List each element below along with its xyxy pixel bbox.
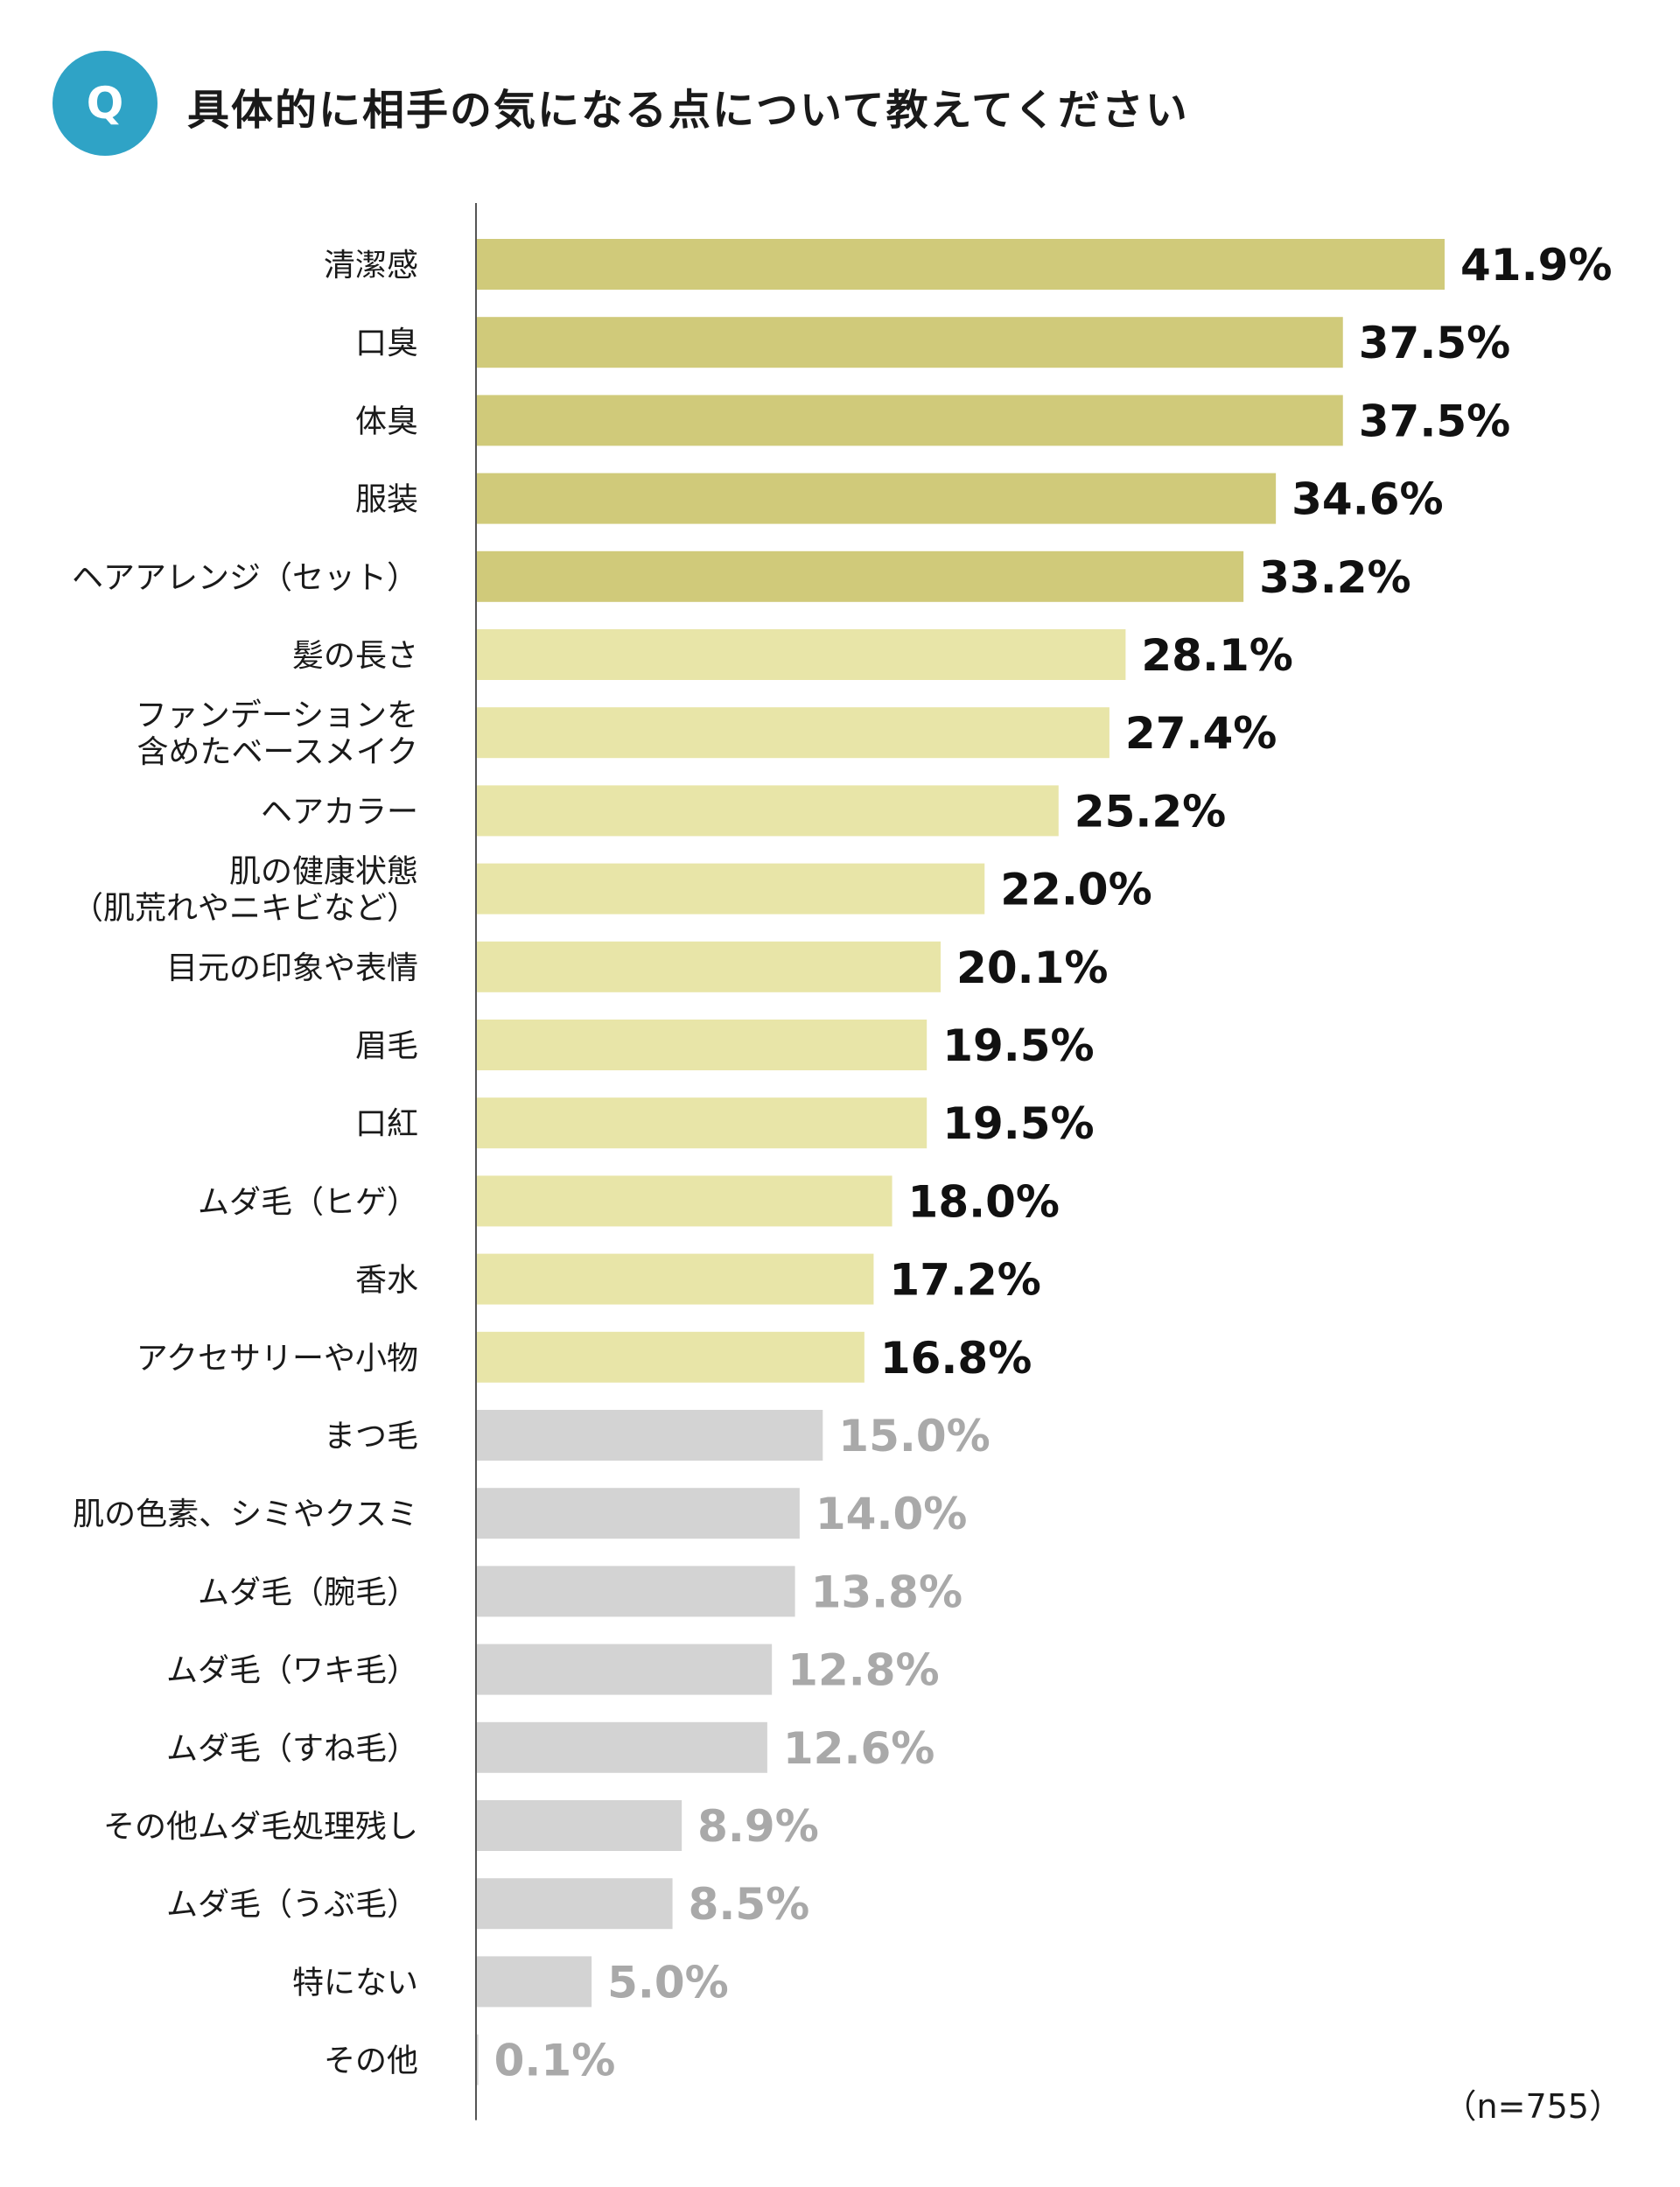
category-label: ムダ毛（ヒゲ） [198,1184,418,1220]
category-label: 髪の長さ [292,638,418,674]
chart-header: Q 具体的に相手の気になる点について教えてください [0,0,1680,175]
value-label: 37.5% [1359,318,1510,368]
bar [476,1253,874,1305]
value-label: 27.4% [1125,708,1277,759]
value-label: 12.8% [788,1645,939,1696]
value-label: 15.0% [838,1411,990,1462]
bar [476,707,1110,759]
category-label: ヘアカラー [261,794,418,830]
bar [476,239,1445,290]
value-label: 22.0% [1000,865,1152,915]
bar [476,1566,795,1617]
bar [476,1956,592,2008]
category-label: ムダ毛（腕毛） [198,1574,418,1610]
category-label: ムダ毛（すね毛） [166,1731,418,1767]
category-label: 特にない [292,1965,418,2001]
question-badge: Q [52,51,158,156]
bar [476,863,985,915]
value-label: 37.5% [1359,396,1510,446]
category-label: ムダ毛（ワキ毛） [166,1653,418,1689]
value-label: 16.8% [880,1333,1032,1384]
value-label: 5.0% [607,1957,729,2008]
category-label: 服装 [355,482,418,518]
category-label: ムダ毛（うぶ毛） [166,1887,418,1923]
category-label: 肌の健康状態 [229,854,418,890]
bar [476,1097,928,1149]
value-label: 41.9% [1460,240,1612,291]
value-label: 13.8% [811,1567,962,1617]
value-label: 25.2% [1074,786,1226,837]
value-label: 33.2% [1259,552,1410,603]
bar [476,785,1059,837]
category-label: 香水 [355,1263,418,1299]
category-label: 口臭 [355,326,418,361]
category-label: その他ムダ毛処理残し [103,1809,418,1845]
value-label: 34.6% [1292,474,1443,525]
value-label: 19.5% [942,1020,1094,1071]
chart-title: 具体的に相手の気になる点について教えてください [187,86,1189,135]
bar [476,550,1244,602]
category-label: 含めたベースメイク [137,734,418,770]
value-label: 14.0% [816,1489,967,1539]
bar [476,941,942,992]
bar [476,1878,673,1930]
bar [476,1020,928,1070]
value-label: 8.5% [689,1879,810,1930]
bar [476,395,1343,446]
category-label: （肌荒れやニキビなど） [72,891,418,927]
bar [476,1175,892,1227]
value-label: 20.1% [956,943,1108,993]
bar [476,1488,800,1539]
bar [476,1721,767,1773]
value-label: 8.9% [697,1801,819,1852]
category-label: アクセサリーや小物 [136,1341,418,1377]
sample-size-note: （n=755） [1443,2087,1622,2126]
category-label: 清潔感 [324,248,418,284]
bar [476,317,1343,368]
category-label: 眉毛 [355,1028,418,1064]
category-label: 口紅 [355,1106,418,1142]
bar [476,1331,864,1383]
category-label: その他 [324,2043,418,2079]
bar [476,2034,479,2085]
value-label: 28.1% [1141,630,1292,681]
value-label: 19.5% [942,1098,1094,1149]
bar [476,1410,823,1461]
category-label: 体臭 [355,403,418,439]
bar-group [476,239,1445,2085]
value-label: 18.0% [908,1176,1060,1227]
value-label-group: 41.9% 37.5% 37.5% 34.6% 33.2% 28.1% 27.4% 25.2%… [494,240,1613,2086]
category-label: 肌の色素、シミやクスミ [73,1497,418,1532]
bar [476,1800,682,1851]
category-label: まつ毛 [324,1419,418,1454]
value-label: 17.2% [889,1255,1040,1306]
bar [476,473,1277,524]
value-label: 12.6% [783,1723,934,1774]
value-label: 0.1% [494,2036,616,2086]
category-label: ヘアアレンジ（セット） [72,560,418,596]
category-label: ファンデーションを [136,697,418,733]
category-label: 目元の印象や表情 [166,950,418,986]
bar [476,1644,773,1695]
bar [476,629,1126,680]
